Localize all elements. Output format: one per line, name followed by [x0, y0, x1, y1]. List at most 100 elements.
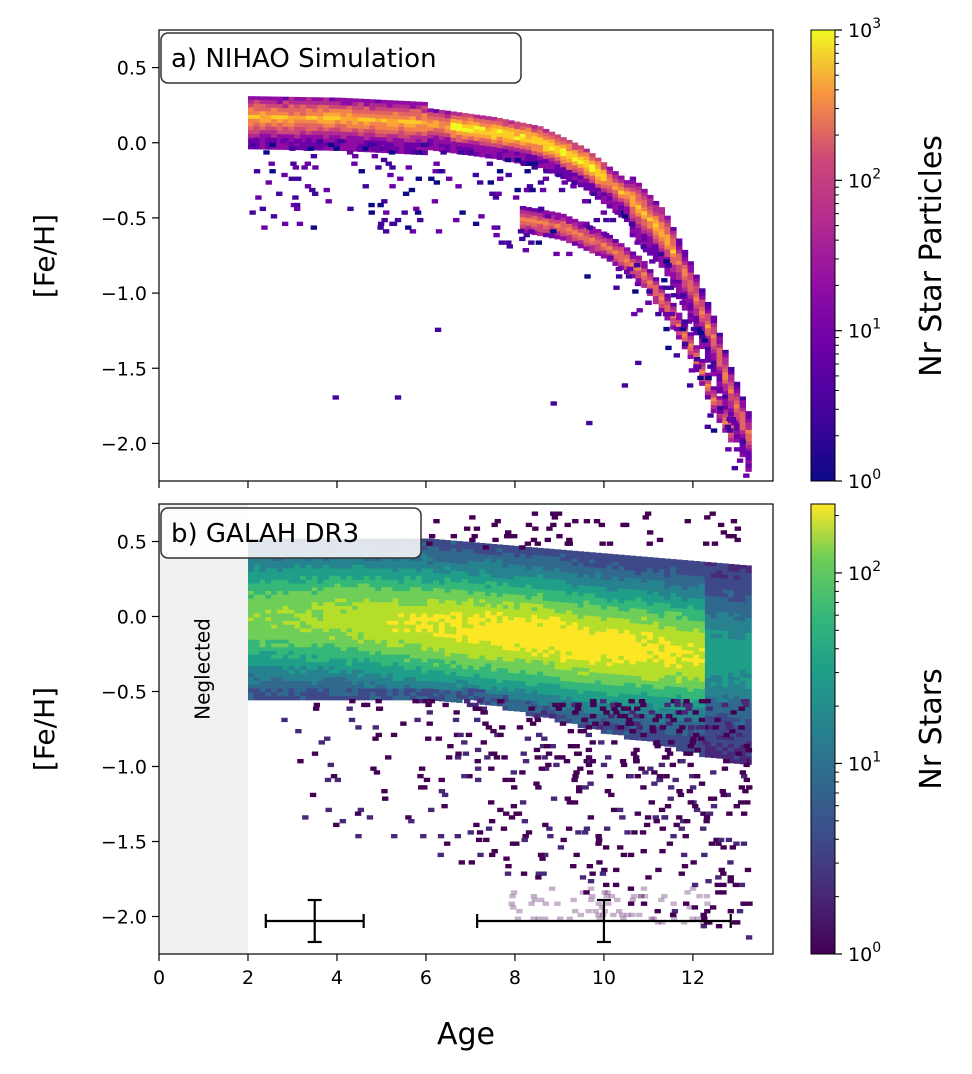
- heatmap-cell: [519, 126, 527, 131]
- heatmap-cell: [514, 132, 521, 138]
- heatmap-cell: [450, 578, 457, 583]
- heatmap-cell: [687, 302, 694, 307]
- heatmap-cell: [276, 594, 284, 600]
- heatmap-cell: [485, 667, 492, 672]
- heatmap-cell: [554, 153, 561, 158]
- heatmap-cell: [300, 587, 307, 592]
- heatmap-cell: [427, 639, 434, 645]
- heatmap-cell: [259, 602, 266, 607]
- heatmap-cell: [537, 712, 544, 718]
- heatmap-cell: [554, 631, 561, 637]
- heatmap-cell: [433, 655, 440, 660]
- heatmap-cell: [531, 637, 538, 642]
- heatmap-cell: [589, 634, 596, 640]
- heatmap-cell: [247, 103, 255, 109]
- heatmap-cell: [375, 662, 382, 667]
- heatmap-cell: [612, 569, 619, 574]
- heatmap-cell: [542, 694, 550, 699]
- heatmap-cell: [514, 699, 521, 705]
- heatmap-cell: [517, 229, 525, 234]
- heatmap-cell: [317, 116, 324, 121]
- heatmap-cell: [577, 660, 585, 665]
- heatmap-cell: [664, 637, 671, 642]
- heatmap-cell: [294, 606, 301, 611]
- heatmap-cell: [485, 678, 492, 683]
- heatmap-cell: [259, 647, 266, 652]
- heatmap-cell: [554, 583, 561, 588]
- heatmap-cell: [647, 217, 654, 222]
- heatmap-cell: [496, 544, 504, 549]
- heatmap-cell: [600, 725, 608, 731]
- heatmap-cell: [566, 704, 573, 709]
- heatmap-cell: [450, 559, 457, 564]
- heatmap-cell: [247, 621, 255, 626]
- heatmap-cell: [253, 587, 261, 592]
- heatmap-cell: [652, 677, 660, 682]
- heatmap-cell: [641, 650, 648, 655]
- heatmap-cell: [566, 173, 573, 179]
- heatmap-cell: [502, 687, 509, 692]
- heatmap-cell: [253, 632, 261, 637]
- heatmap-cell: [363, 673, 371, 678]
- heatmap-cell: [635, 556, 642, 561]
- heatmap-cell: [375, 125, 382, 131]
- heatmap-cell: [629, 664, 637, 669]
- heatmap-cell: [531, 656, 538, 661]
- heatmap-cell: [456, 631, 463, 636]
- heatmap-cell: [369, 669, 376, 675]
- heatmap-cell: [473, 636, 480, 641]
- heatmap-cell: [548, 661, 556, 666]
- heatmap-cell: [438, 562, 446, 567]
- heatmap-cell: [288, 579, 295, 585]
- heatmap-cell: [461, 627, 469, 633]
- heatmap-cell: [571, 233, 579, 239]
- heatmap-cell: [670, 317, 677, 323]
- heatmap-cell: [699, 299, 706, 304]
- heatmap-cell: [456, 556, 463, 561]
- heatmap-cell: [537, 156, 544, 161]
- heatmap-cell: [479, 670, 486, 675]
- heatmap-cell: [531, 693, 538, 698]
- heatmap-cell: [259, 688, 266, 693]
- heatmap-cell: [623, 663, 631, 669]
- heatmap-cell: [323, 688, 330, 693]
- heatmap-cell: [334, 97, 342, 102]
- heatmap-cell: [479, 152, 486, 158]
- heatmap-cell: [618, 592, 625, 597]
- heatmap-cell: [641, 714, 648, 719]
- heatmap-cell: [450, 634, 457, 639]
- heatmap-cell: [676, 268, 683, 273]
- heatmap-cell: [369, 636, 376, 641]
- heatmap-cell: [438, 599, 446, 604]
- heatmap-cell: [363, 140, 371, 145]
- panel-a-label: a) NIHAO Simulation: [171, 44, 437, 74]
- heatmap-cell: [635, 619, 642, 625]
- heatmap-cell: [635, 259, 642, 264]
- heatmap-cell: [461, 609, 469, 614]
- heatmap-cell: [641, 237, 648, 243]
- heatmap-cell: [577, 712, 585, 717]
- heatmap-cell: [508, 672, 515, 678]
- heatmap-cell: [733, 411, 741, 417]
- heatmap-cell: [253, 639, 261, 645]
- heatmap-cell: [658, 621, 666, 627]
- heatmap-cell: [421, 587, 428, 592]
- heatmap-cell: [288, 564, 295, 570]
- heatmap-cell: [577, 588, 585, 594]
- heatmap-cell: [647, 673, 654, 678]
- heatmap-cell: [340, 109, 347, 114]
- heatmap-cell: [602, 232, 610, 238]
- heatmap-cell: [438, 697, 446, 702]
- heatmap-cell: [554, 212, 561, 217]
- heatmap-cell: [519, 137, 527, 143]
- heatmap-cell: [271, 673, 278, 678]
- heatmap-cell: [595, 620, 602, 625]
- heatmap-cell: [664, 304, 671, 310]
- heatmap-cell: [317, 658, 324, 663]
- heatmap-cell: [317, 617, 324, 622]
- heatmap-cell: [247, 587, 255, 592]
- heatmap-cell: [693, 345, 700, 350]
- heatmap-cell: [328, 146, 336, 151]
- heatmap-cell: [502, 552, 509, 557]
- heatmap-cell: [738, 489, 744, 493]
